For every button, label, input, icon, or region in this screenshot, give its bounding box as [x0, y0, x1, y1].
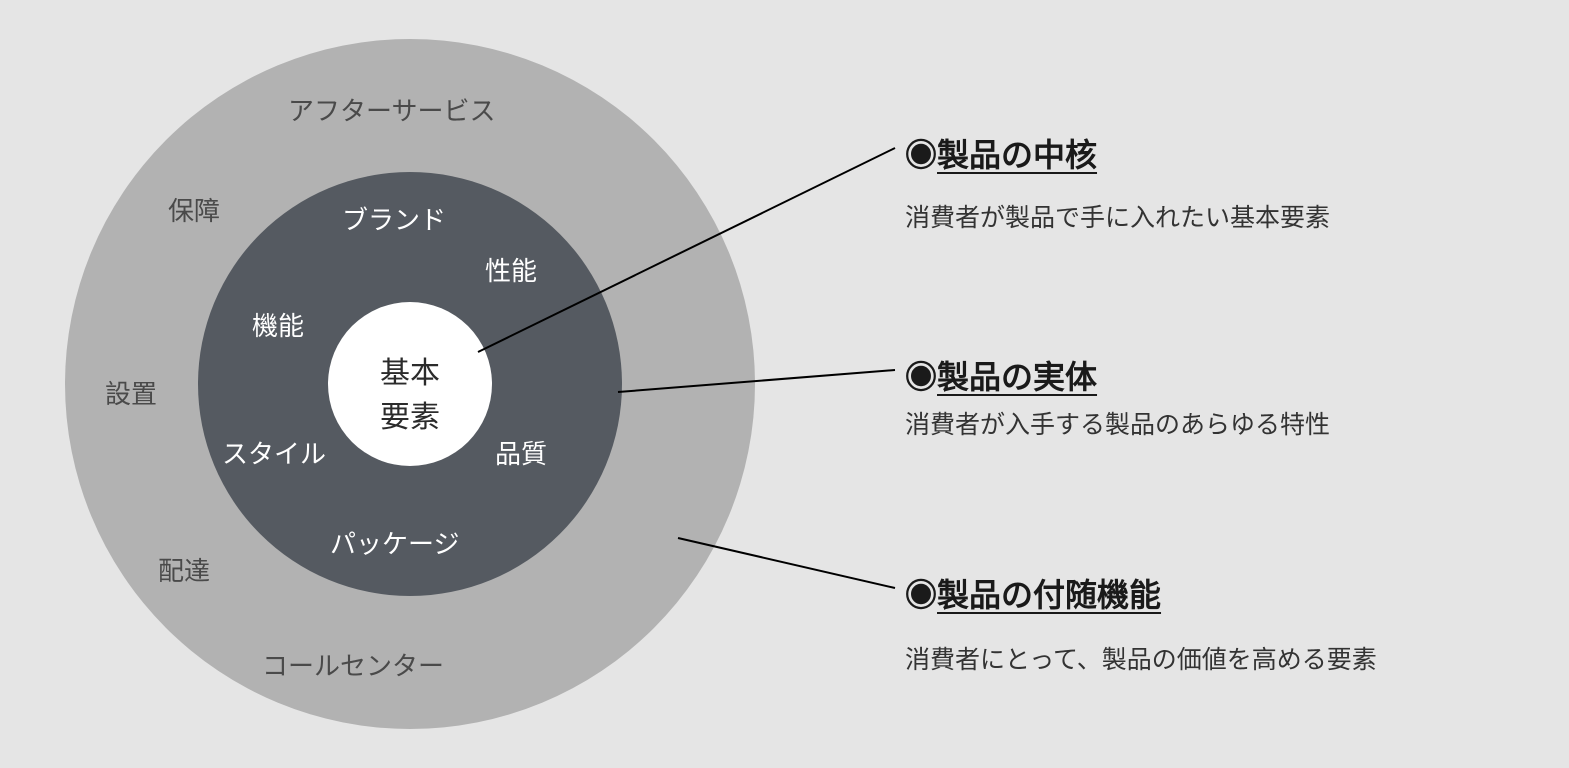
middle-label-quality: 品質 [495, 438, 547, 471]
diagram-stage: 基本 要素 ブランド 性能 品質 パッケージ スタイル 機能 アフターサービス … [0, 0, 1569, 768]
legend-title-actual-text: 製品の実体 [937, 359, 1097, 395]
outer-label-installation: 設置 [105, 378, 157, 411]
outer-label-call-center: コールセンター [262, 650, 444, 683]
legend-desc-core: 消費者が製品で手に入れたい基本要素 [905, 198, 1330, 234]
legend-desc-augmented: 消費者にとって、製品の価値を高める要素 [905, 640, 1377, 676]
legend-title-actual: ◉製品の実体 [905, 352, 1097, 398]
legend-title-augmented-text: 製品の付随機能 [937, 577, 1161, 613]
legend-title-core-text: 製品の中核 [937, 137, 1097, 173]
middle-label-package: パッケージ [330, 528, 459, 561]
legend-title-augmented: ◉製品の付随機能 [905, 570, 1161, 616]
bullet-icon: ◉ [905, 359, 937, 395]
center-label-line2: 要素 [350, 392, 470, 436]
middle-label-brand: ブランド [342, 204, 446, 237]
middle-label-style: スタイル [222, 438, 326, 471]
bullet-icon: ◉ [905, 137, 937, 173]
bullet-icon: ◉ [905, 577, 937, 613]
outer-label-delivery: 配達 [158, 555, 210, 588]
outer-label-after-service: アフターサービス [288, 95, 495, 128]
legend-desc-actual: 消費者が入手する製品のあらゆる特性 [905, 405, 1330, 441]
center-label: 基本 要素 [350, 348, 470, 436]
outer-label-warranty: 保障 [168, 195, 220, 228]
legend-title-core: ◉製品の中核 [905, 130, 1097, 176]
middle-label-performance: 性能 [485, 255, 537, 288]
center-label-line1: 基本 [350, 348, 470, 392]
middle-label-function: 機能 [252, 310, 304, 343]
